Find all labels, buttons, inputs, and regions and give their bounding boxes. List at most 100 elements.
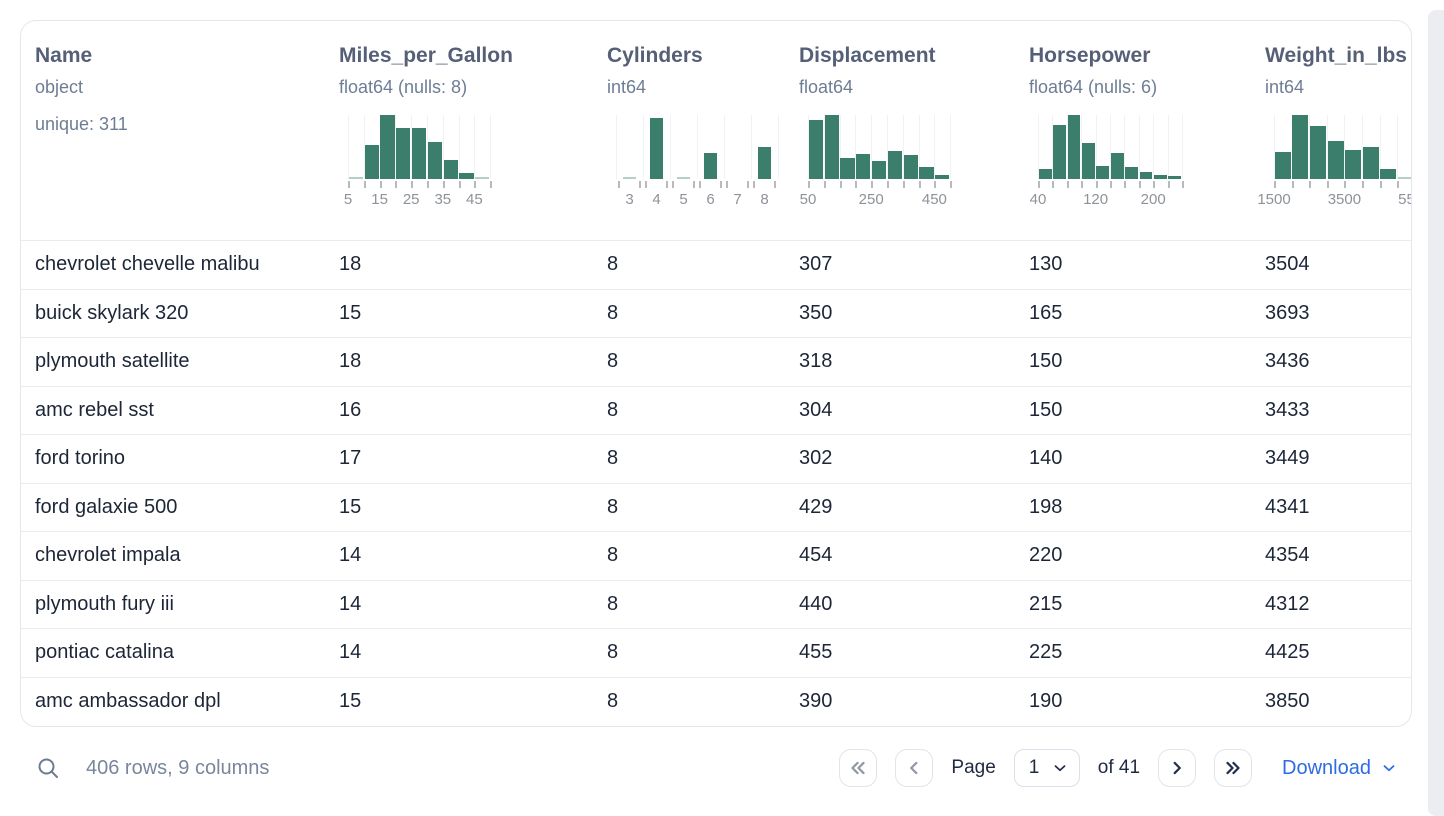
histogram-gridline [839, 115, 841, 179]
page-label: Page [951, 757, 996, 778]
histogram-tick-labels: 1500 3500 5500 [1257, 191, 1411, 209]
previous-page-button[interactable] [895, 749, 934, 787]
axis-tick [363, 181, 366, 188]
axis-tick [427, 181, 429, 188]
histogram-axis [348, 179, 493, 188]
cell-miles-per-gallon: 14 [339, 641, 362, 664]
axis-tick [1095, 181, 1098, 188]
search-button[interactable] [34, 754, 62, 782]
column-dtype: object [35, 77, 84, 97]
cell-cylinders: 8 [607, 301, 619, 324]
histogram-gridline [902, 115, 904, 179]
axis-tick-label: 25 [402, 191, 420, 208]
histogram-gridline [458, 115, 460, 179]
column-name: Horsepower [1029, 44, 1151, 67]
column-dtype: float64 [799, 77, 854, 97]
histogram-tick-labels: 50 250 450 [800, 191, 952, 209]
histogram-bar [840, 157, 855, 179]
axis-tick [1052, 181, 1055, 188]
axis-tick-label: 3 [625, 191, 634, 208]
cell-weight-in-lbs: 3693 [1265, 301, 1310, 324]
table-body: chevrolet chevelle malibu 18 8 307 130 3504 bu… [21, 241, 1411, 726]
column-dtype: float64 (nulls: 6) [1029, 77, 1158, 97]
page-select[interactable]: 1 [1013, 749, 1080, 787]
axis-tick [1326, 181, 1329, 188]
column-dtype: int64 [607, 77, 647, 97]
histogram-gridline [1110, 115, 1111, 179]
histogram-plot-weight-in-lbs[interactable] [1274, 115, 1411, 179]
column-header-displacement[interactable]: Displacement float64 50 250 450 [799, 21, 1029, 240]
column-header-cylinders[interactable]: Cylinders int64 3 4 5 6 7 8 [607, 21, 799, 240]
download-button[interactable]: Download [1282, 757, 1398, 780]
histogram-bar [1110, 152, 1124, 179]
axis-tick-label: 4 [652, 191, 661, 208]
cell-name: chevrolet impala [35, 544, 181, 567]
page-total-label: of 41 [1097, 757, 1141, 778]
histogram-tick-labels: 3 4 5 6 7 8 [616, 191, 780, 209]
cell-cylinders: 8 [607, 447, 619, 470]
axis-tick [490, 181, 493, 188]
axis-tick [871, 181, 874, 188]
histogram-bar [887, 150, 903, 179]
axis-tick-label: 5500 [1398, 191, 1411, 208]
table-row: chevrolet chevelle malibu 18 8 307 130 3504 [21, 241, 1411, 290]
cell-miles-per-gallon: 15 [339, 301, 362, 324]
histogram-plot-horsepower[interactable] [1038, 115, 1184, 179]
histogram-gridline [1291, 115, 1293, 179]
histogram-bar [871, 161, 887, 179]
axis-tick-label: 3500 [1327, 191, 1362, 208]
cell-displacement: 350 [799, 301, 833, 324]
histogram-gridline [670, 115, 671, 179]
data-table-card: Name object unique: 311 Miles_per_Gallon flo… [20, 20, 1412, 727]
histogram-bar [1292, 115, 1309, 179]
histogram-axis [616, 179, 780, 188]
axis-tick [1038, 181, 1040, 188]
axis-tick [1081, 181, 1084, 188]
last-page-button[interactable] [1214, 749, 1253, 787]
cell-miles-per-gallon: 14 [339, 544, 362, 567]
axis-tick [902, 181, 905, 188]
column-header-horsepower[interactable]: Horsepower float64 (nulls: 6) 40 120 200 [1029, 21, 1265, 240]
axis-tick [1138, 181, 1141, 188]
download-label: Download [1282, 756, 1371, 779]
first-page-button[interactable] [839, 749, 878, 787]
histogram-gridline [934, 115, 936, 179]
axis-tick [720, 181, 722, 188]
cell-name: plymouth fury iii [35, 592, 174, 615]
axis-tick-label: 50 [799, 191, 817, 208]
histogram-gridline [616, 115, 617, 179]
histogram-plot-displacement[interactable] [808, 115, 952, 179]
axis-tick-label: 6 [706, 191, 715, 208]
vertical-scrollbar[interactable] [1428, 10, 1444, 816]
histogram-plot-miles-per-gallon[interactable] [348, 115, 492, 179]
cell-name: buick skylark 320 [35, 301, 189, 324]
column-header-weight-in-lbs[interactable]: Weight_in_lbs int64 1500 3500 5500 [1257, 21, 1411, 240]
cell-displacement: 318 [799, 350, 833, 373]
histogram-plot-cylinders[interactable] [616, 115, 780, 179]
histogram-horsepower: 40 120 200 [1030, 115, 1184, 209]
cell-displacement: 302 [799, 447, 833, 470]
histogram-displacement: 50 250 450 [800, 115, 953, 209]
table-row: plymouth satellite 18 8 318 150 3436 [21, 338, 1411, 387]
histogram-bar [380, 115, 395, 179]
column-header-miles-per-gallon[interactable]: Miles_per_Gallon float64 (nulls: 8) 5 15 25 3… [339, 21, 607, 240]
histogram-gridline [1362, 115, 1363, 179]
histogram-bar [1397, 176, 1411, 179]
histogram-gridline [363, 115, 365, 179]
cell-miles-per-gallon: 18 [339, 350, 362, 373]
axis-tick [747, 181, 749, 188]
histogram-axis [1038, 179, 1184, 188]
cell-displacement: 429 [799, 495, 833, 518]
axis-tick-label: 7 [733, 191, 742, 208]
next-page-button[interactable] [1158, 749, 1197, 787]
axis-tick [395, 181, 398, 188]
histogram-gridline [855, 115, 857, 179]
cell-weight-in-lbs: 4341 [1265, 495, 1310, 518]
cell-horsepower: 165 [1029, 301, 1063, 324]
histogram-bar [443, 160, 458, 179]
histogram-gridline [1274, 115, 1275, 179]
histogram-bar [1153, 174, 1167, 179]
column-header-name[interactable]: Name object unique: 311 [35, 21, 339, 240]
cell-name: chevrolet chevelle malibu [35, 253, 260, 276]
axis-tick [726, 181, 728, 188]
